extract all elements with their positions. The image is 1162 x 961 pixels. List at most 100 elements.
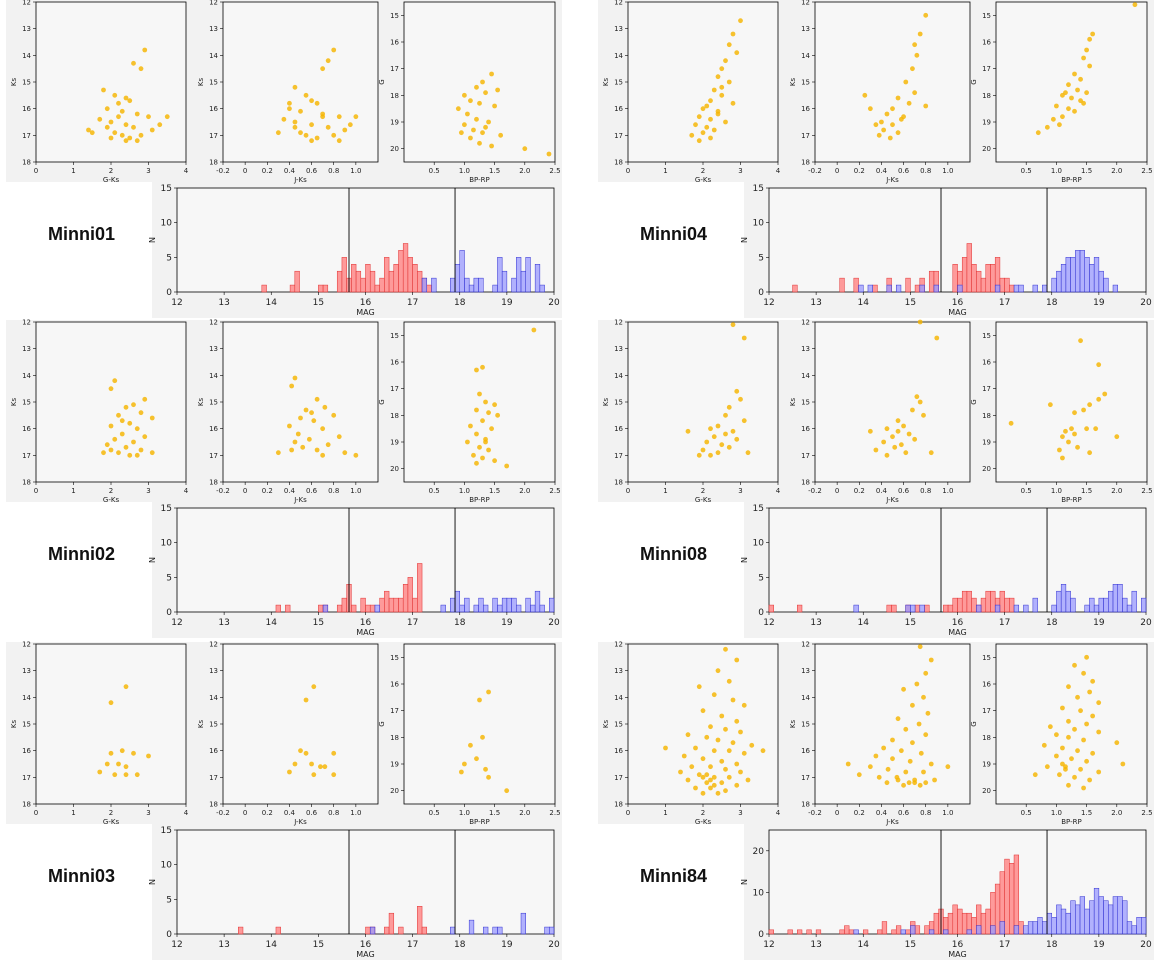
scatter-point-bprp	[483, 439, 488, 445]
histogram-bar-blue	[534, 590, 541, 613]
scatter-point-jks	[898, 748, 904, 754]
scatter-point-gks	[123, 95, 129, 101]
scatter-point-jks	[923, 732, 929, 738]
scatter-plot-area	[403, 1, 556, 163]
histogram-bar-blue	[1032, 284, 1038, 293]
histogram-bar-red	[369, 604, 376, 613]
histogram-bar-red	[905, 929, 911, 935]
histogram-bar-blue	[853, 604, 859, 613]
y-tick-label: 0	[166, 288, 172, 298]
scatter-point-jks	[314, 135, 320, 141]
scatter-point-jks	[287, 769, 292, 775]
x-tick-label: 19	[501, 940, 513, 950]
x-tick-label: 19	[1093, 298, 1105, 308]
histogram-bar-blue	[1027, 921, 1034, 935]
x-tick-label: 0.6	[306, 167, 318, 175]
histogram-bar-blue	[1098, 597, 1104, 613]
scatter-point-jks	[876, 132, 882, 138]
histogram-bar-red	[966, 243, 972, 293]
scatter-point-gks	[711, 748, 717, 754]
histogram-bar-red	[388, 912, 395, 935]
y-axis-label: N	[148, 237, 157, 243]
histogram-bar-red	[914, 284, 921, 293]
y-tick-label: 10	[161, 219, 173, 229]
scatter-point-jks	[287, 423, 292, 429]
x-tick-label: 0	[835, 487, 839, 495]
scatter-point-bprp	[1060, 455, 1065, 461]
scatter-point-bprp	[1096, 729, 1102, 735]
scatter-point-bprp	[468, 423, 473, 429]
scatter-point-jks	[298, 748, 303, 754]
histogram-bar-blue	[928, 929, 935, 935]
scatter-point-jks	[903, 450, 909, 456]
scatter-point-bprp	[1063, 428, 1068, 434]
histogram-bar-blue	[516, 257, 522, 293]
scatter-point-gks	[734, 782, 740, 788]
scatter-point-bprp	[1087, 777, 1093, 783]
histogram-bar-blue	[1051, 277, 1057, 293]
x-tick-label: 2.0	[519, 809, 530, 817]
scatter-point-jks	[881, 745, 887, 751]
scatter-point-bprp	[1044, 764, 1050, 770]
x-axis-label: J-Ks	[293, 176, 307, 184]
x-tick-label: 14	[266, 940, 278, 950]
scatter-point-gks	[127, 98, 133, 104]
histogram-bar-red	[966, 590, 972, 613]
y-tick-label: 15	[390, 332, 399, 340]
scatter-point-jks	[336, 434, 342, 440]
scatter-point-gks	[119, 132, 125, 138]
scatter-point-gks	[738, 729, 743, 735]
scatter-point-gks	[123, 404, 129, 410]
y-tick-label: 20	[982, 787, 991, 795]
x-tick-label: 1.0	[350, 809, 361, 817]
scatter-point-gks	[685, 428, 691, 434]
y-tick-label: 18	[801, 159, 810, 167]
scatter-point-jks	[925, 710, 931, 716]
x-tick-label: 3	[146, 167, 150, 175]
scatter-point-bprp	[458, 130, 464, 136]
scatter-plot-area	[814, 1, 971, 163]
x-tick-label: 0.8	[328, 809, 339, 817]
x-tick-label: 3	[146, 809, 150, 817]
histogram-bar-red	[905, 277, 911, 293]
y-axis-label: Ks	[197, 720, 205, 729]
scatter-point-jks	[895, 95, 901, 101]
scatter-point-jks	[884, 111, 890, 117]
scatter-point-jks	[311, 684, 317, 690]
histogram-bar-blue	[501, 270, 508, 293]
scatter-point-jks	[901, 686, 906, 692]
x-tick-label: 0	[835, 809, 839, 817]
scatter-point-bprp	[1114, 434, 1120, 440]
scatter-point-bprp	[504, 463, 510, 469]
scatter-point-jks	[347, 122, 353, 128]
scatter-point-bprp	[474, 367, 479, 373]
scatter-point-bprp	[1090, 750, 1096, 756]
histogram-bar-blue	[497, 604, 503, 613]
histogram-bar-blue	[525, 597, 531, 613]
scatter-point-jks	[320, 66, 326, 72]
scatter-point-bprp	[1078, 708, 1083, 714]
x-tick-label: 15	[313, 298, 324, 308]
scatter-point-bprp	[1090, 713, 1096, 719]
histogram-bar-red	[1004, 597, 1010, 613]
histogram-bar-blue	[497, 926, 503, 935]
scatter-point-bprp	[492, 402, 497, 408]
scatter-plot-area	[222, 321, 379, 483]
scatter-point-gks	[700, 106, 706, 112]
y-tick-label: 10	[753, 219, 765, 229]
scatter-point-jks	[336, 138, 342, 144]
scatter-point-gks	[693, 122, 698, 128]
scatter-point-gks	[730, 697, 736, 703]
x-tick-label: 0.6	[898, 487, 910, 495]
y-tick-label: 12	[209, 0, 218, 7]
scatter-point-bprp	[480, 455, 485, 461]
y-tick-label: 13	[614, 25, 623, 33]
histogram-bar-blue	[1037, 917, 1043, 935]
x-tick-label: 19	[1093, 940, 1105, 950]
x-tick-label: 3	[738, 809, 742, 817]
x-tick-label: 13	[810, 298, 821, 308]
y-tick-label: 0	[758, 930, 764, 940]
scatter-point-gks	[89, 130, 95, 136]
histogram-bar-red	[322, 284, 329, 293]
